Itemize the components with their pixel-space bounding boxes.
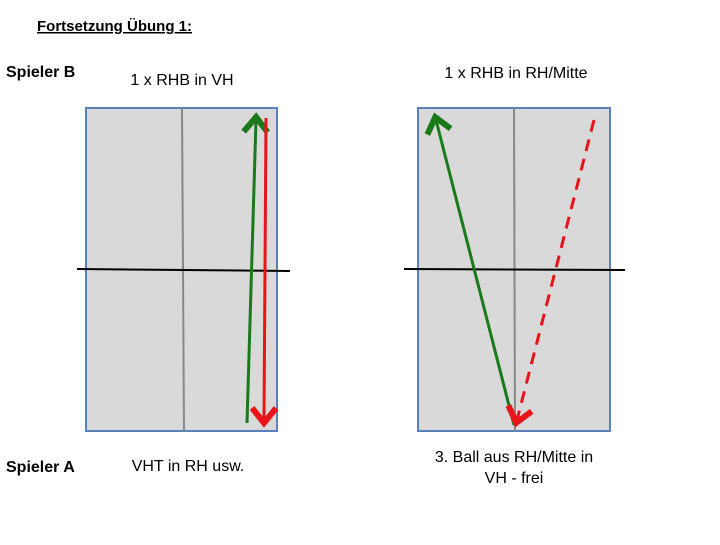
table-diagram [403, 107, 626, 432]
title: Fortsetzung Übung 1: [37, 18, 192, 35]
player-label: Spieler B [6, 64, 75, 81]
diagram-label: VH - frei [485, 470, 544, 487]
player-label: Spieler A [6, 459, 75, 476]
diagram-label: VHT in RH usw. [132, 458, 245, 475]
diagram-label: 1 x RHB in VH [130, 72, 233, 89]
diagram-label: 3. Ball aus RH/Mitte in [435, 449, 593, 466]
table-diagram [76, 107, 291, 432]
diagram-label: 1 x RHB in RH/Mitte [444, 65, 587, 82]
